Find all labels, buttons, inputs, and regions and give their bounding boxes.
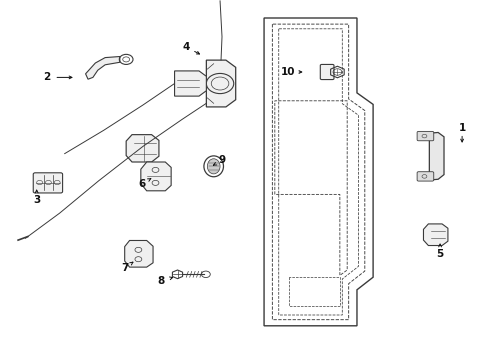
PathPatch shape [174,71,206,96]
PathPatch shape [428,132,443,180]
PathPatch shape [206,60,235,107]
PathPatch shape [85,57,120,79]
Text: 8: 8 [158,276,164,286]
Text: 5: 5 [436,249,443,259]
PathPatch shape [423,224,447,246]
FancyBboxPatch shape [320,64,333,80]
PathPatch shape [126,135,159,162]
Ellipse shape [207,159,220,174]
Text: 3: 3 [33,195,40,205]
Text: 2: 2 [43,72,50,82]
Text: 10: 10 [281,67,295,77]
PathPatch shape [141,162,171,191]
Text: 1: 1 [458,123,465,133]
PathPatch shape [124,240,153,267]
PathPatch shape [264,18,372,326]
FancyBboxPatch shape [416,172,433,181]
FancyBboxPatch shape [33,173,62,193]
Text: 9: 9 [219,155,225,165]
Text: 4: 4 [182,42,189,52]
FancyBboxPatch shape [416,131,433,141]
Text: 6: 6 [138,179,145,189]
Ellipse shape [203,156,223,177]
Text: 7: 7 [121,263,128,273]
